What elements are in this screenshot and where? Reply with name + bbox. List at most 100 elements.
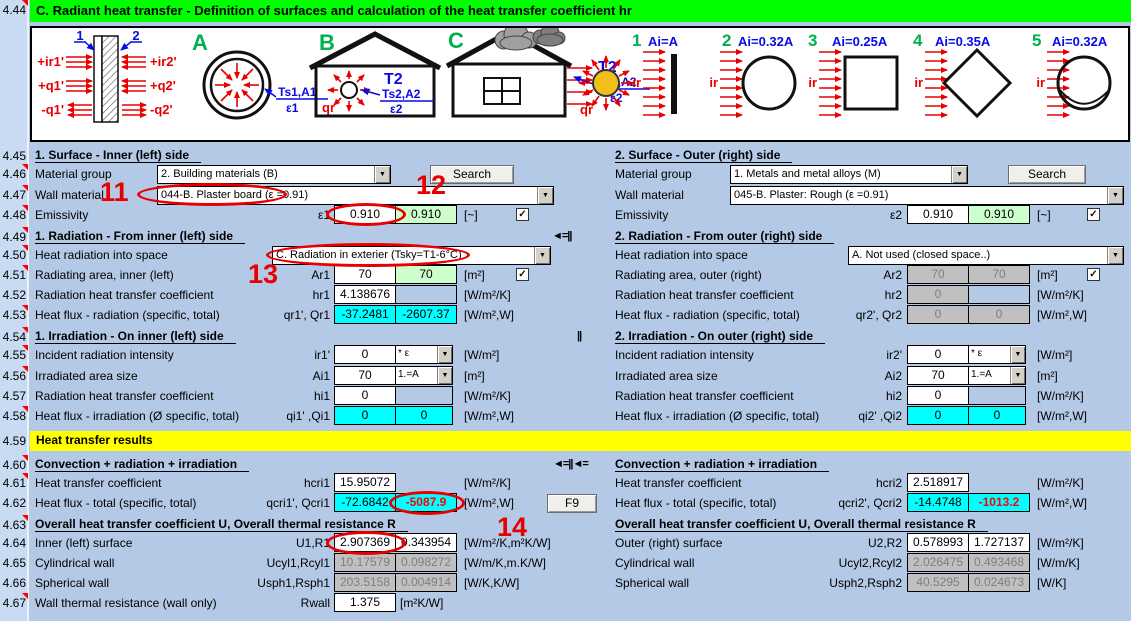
comment-marker xyxy=(22,515,28,521)
checkbox[interactable]: ✓ xyxy=(1087,208,1100,221)
hr-value-left: 4.138676 xyxy=(334,285,396,304)
search-button-left[interactable]: Search xyxy=(430,165,514,184)
intensity-input-right[interactable]: 0 xyxy=(907,345,969,364)
symbol-label: hr2 xyxy=(884,288,902,302)
chevron-down-icon[interactable]: ▼ xyxy=(437,367,452,384)
symbol-label: hcri2 xyxy=(875,476,902,490)
chevron-down-icon[interactable]: ▼ xyxy=(374,166,390,183)
unit-label: [W/m²,W] xyxy=(464,308,514,322)
section-convection-radiation: 4.60 Convection + radiation + irradiatio… xyxy=(0,455,1131,473)
symbol-label: Ar1 xyxy=(311,268,330,282)
chevron-down-icon[interactable]: ▼ xyxy=(534,247,550,264)
row-radiation-heat-flux: 4.53 Heat flux - radiation (specific, to… xyxy=(0,305,1131,325)
unit-label: [W/m²/K,m²K/W] xyxy=(464,536,551,550)
annotation-circle-u1 xyxy=(326,531,406,555)
shape-1-plate: 1 Ai=A ir xyxy=(632,31,679,115)
area-mode-select-left[interactable]: 1.=A ▼ xyxy=(395,366,453,385)
annotation-circle-wall-material xyxy=(137,183,287,206)
irradiated-area-input-right[interactable]: 70 xyxy=(907,366,969,385)
row-number: 4.50 xyxy=(2,248,26,262)
area-used-left: 70 xyxy=(395,265,457,284)
checkbox[interactable]: ✓ xyxy=(516,268,529,281)
svg-text:-q2': -q2' xyxy=(150,102,173,117)
svg-text:ir: ir xyxy=(808,75,817,90)
emissivity-used-left: 0.910 xyxy=(395,205,457,224)
symbol-label: Usph1,Rsph1 xyxy=(257,576,330,590)
row-radiating-area: 4.51 Radiating area, inner (left) Ar1 70… xyxy=(0,265,1131,285)
row-number: 4.61 xyxy=(2,476,26,490)
unit-label: [W/m²] xyxy=(1037,348,1073,362)
shape-5-sphere: 5 Ai=0.32A ir xyxy=(1032,31,1112,115)
svg-text:+ir1': +ir1' xyxy=(37,54,64,69)
field-label: Radiating area, outer (right) xyxy=(615,268,762,282)
selected-option: 045-B. Plaster: Rough (ε =0.91) xyxy=(734,189,889,201)
material-group-select-left[interactable]: 2. Building materials (B) ▼ xyxy=(157,165,391,184)
symbol-label: qi1' ,Qi1 xyxy=(286,409,330,423)
emissivity-input-right[interactable]: 0.910 xyxy=(907,205,969,224)
radiation-mode-select-right[interactable]: A. Not used (closed space..) ▼ xyxy=(848,246,1124,265)
empty-cell xyxy=(968,386,1026,405)
row-irradiation-heat-flux: 4.58 Heat flux - irradiation (Ø specific… xyxy=(0,406,1131,426)
field-label: Wall material xyxy=(35,188,104,202)
row-number: 4.64 xyxy=(2,536,26,550)
wall-diagram: 1 2 +ir1' +q1' -q1' +ir2' +q2' xyxy=(37,28,177,123)
section-title-right: Overall heat transfer coefficient U, Ove… xyxy=(615,517,988,532)
svg-text:qr: qr xyxy=(580,102,593,117)
symbol-label: Ar2 xyxy=(883,268,902,282)
irradiated-area-input-left[interactable]: 70 xyxy=(334,366,396,385)
field-label: Heat flux - radiation (specific, total) xyxy=(35,308,220,322)
area-input-left[interactable]: 70 xyxy=(334,265,396,284)
material-group-select-right[interactable]: 1. Metals and metal alloys (M) ▼ xyxy=(730,165,968,184)
recalculate-f9-button[interactable]: F9 xyxy=(547,494,597,513)
comment-marker xyxy=(22,0,28,6)
chevron-down-icon[interactable]: ▼ xyxy=(1107,247,1123,264)
comment-marker xyxy=(22,406,28,412)
field-label: Radiation heat transfer coefficient xyxy=(615,288,794,302)
link-divider: || xyxy=(577,330,582,342)
intensity-mode-select-right[interactable]: * ε ▼ xyxy=(968,345,1026,364)
section-irradiation: 4.54 1. Irradiation - On inner (left) si… xyxy=(0,327,1131,345)
wall-material-select-right[interactable]: 045-B. Plaster: Rough (ε =0.91) ▼ xyxy=(730,186,1124,205)
checkbox[interactable]: ✓ xyxy=(516,208,529,221)
svg-text:2: 2 xyxy=(722,31,731,50)
unit-label: [W/K,K/W] xyxy=(464,576,520,590)
field-label: Outer (right) surface xyxy=(615,536,723,550)
title-bar: C. Radiant heat transfer - Definition of… xyxy=(30,0,1131,22)
unit-label: [W/m²] xyxy=(464,348,500,362)
qr-specific-left: -37.2481 xyxy=(334,305,396,324)
chevron-down-icon[interactable]: ▼ xyxy=(537,187,553,204)
area-mode-select-right[interactable]: 1.=A ▼ xyxy=(968,366,1026,385)
row-number: 4.65 xyxy=(2,556,26,570)
selected-option: 2. Building materials (B) xyxy=(161,168,278,180)
annotation-circle-qcri-total xyxy=(389,491,465,515)
chevron-down-icon[interactable]: ▼ xyxy=(1010,346,1025,363)
area-input-right: 70 xyxy=(907,265,969,284)
svg-text:-q1': -q1' xyxy=(41,102,64,117)
field-label: Heat flux - irradiation (Ø specific, tot… xyxy=(615,409,820,423)
checkbox[interactable]: ✓ xyxy=(1087,268,1100,281)
intensity-input-left[interactable]: 0 xyxy=(334,345,396,364)
row-wall-resistance: 4.67 Wall thermal resistance (wall only)… xyxy=(0,593,1131,613)
unit-label: [W/m²/K] xyxy=(1037,476,1084,490)
symbol-label: Ucyl1,Rcyl1 xyxy=(266,556,330,570)
section-title-right: Convection + radiation + irradiation xyxy=(615,457,830,472)
svg-text:1: 1 xyxy=(76,28,83,43)
chevron-down-icon[interactable]: ▼ xyxy=(437,346,452,363)
chevron-down-icon[interactable]: ▼ xyxy=(1107,187,1123,204)
chevron-down-icon[interactable]: ▼ xyxy=(951,166,967,183)
field-label: Wall material xyxy=(615,188,684,202)
row-surface-u-r: 4.64 Inner (left) surface U1,R1 2.907369… xyxy=(0,533,1131,553)
case-a-tube-diagram: A Ts1,A1 ε1 xyxy=(192,30,328,120)
svg-text:2: 2 xyxy=(132,28,139,43)
symbol-label: qr1', Qr1 xyxy=(283,308,330,322)
field-label: Heat flux - irradiation (Ø specific, tot… xyxy=(35,409,240,423)
unit-label: [W/m²,W] xyxy=(464,409,514,423)
field-label: Material group xyxy=(615,167,692,181)
symbol-label: Ai2 xyxy=(884,369,902,383)
search-button-right[interactable]: Search xyxy=(1008,165,1086,184)
chevron-down-icon[interactable]: ▼ xyxy=(1010,367,1025,384)
row-number: 4.51 xyxy=(2,268,26,282)
qr-total-right: 0 xyxy=(968,305,1030,324)
field-label: Heat transfer coefficient xyxy=(35,476,162,490)
intensity-mode-select-left[interactable]: * ε ▼ xyxy=(395,345,453,364)
